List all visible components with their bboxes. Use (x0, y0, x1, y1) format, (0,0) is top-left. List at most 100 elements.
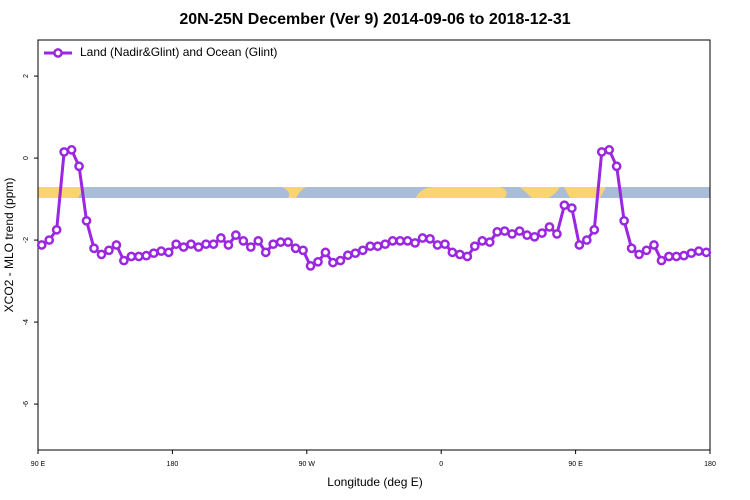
data-point (372, 241, 383, 252)
data-point (552, 229, 562, 239)
data-point (559, 200, 570, 211)
data-point (410, 238, 420, 248)
data-point (469, 241, 480, 252)
data-point (447, 247, 458, 258)
x-tick-label: 180 (704, 461, 716, 468)
data-point (611, 161, 622, 172)
y-axis-label: XCO2 - MLO trend (ppm) (2, 178, 16, 313)
data-point (320, 247, 331, 258)
data-point (537, 228, 547, 238)
data-point (686, 248, 697, 259)
data-point (208, 239, 219, 250)
y-tick-label: 0 (23, 156, 30, 160)
data-point (96, 249, 107, 260)
data-point (529, 231, 540, 242)
y-tick-label: -2 (23, 237, 30, 243)
x-axis-label: Longitude (deg E) (327, 475, 422, 489)
x-tick-label: 0 (439, 461, 443, 468)
data-point (186, 239, 196, 250)
data-point (619, 215, 629, 226)
data-point (171, 239, 181, 250)
data-point (365, 241, 376, 252)
data-point (193, 242, 204, 252)
data-point (626, 243, 637, 254)
data-point (148, 248, 159, 259)
data-point (223, 240, 234, 250)
data-point (589, 224, 600, 235)
data-point (141, 250, 152, 261)
data-point (335, 255, 346, 266)
data-point (313, 256, 323, 267)
data-point (178, 242, 189, 252)
data-point (693, 246, 704, 256)
data-point (357, 245, 368, 256)
data-point (656, 255, 667, 266)
data-point (238, 236, 249, 246)
data-point (89, 243, 99, 254)
data-point (701, 247, 712, 258)
data-point (649, 240, 659, 250)
data-point (522, 230, 532, 241)
data-point (679, 250, 689, 261)
data-point (283, 237, 293, 247)
data-point (260, 247, 271, 258)
data-point (402, 236, 413, 246)
data-point (462, 251, 473, 262)
x-tick-label: 90 E (568, 461, 583, 468)
data-point (119, 255, 129, 266)
data-point (133, 251, 144, 262)
data-point (156, 246, 167, 256)
data-point (425, 234, 435, 244)
data-point (126, 251, 137, 262)
data-point (66, 145, 77, 155)
data-point (395, 236, 405, 246)
data-point (275, 237, 286, 247)
chart-title: 20N-25N December (Ver 9) 2014-09-06 to 2… (179, 11, 570, 28)
data-point (671, 251, 682, 262)
data-point (477, 236, 488, 246)
data-point (44, 235, 55, 245)
data-point (328, 257, 338, 268)
data-point (51, 224, 62, 235)
data-point (581, 235, 592, 245)
data-point (350, 248, 361, 259)
x-tick-label: 180 (167, 461, 179, 468)
data-point (574, 240, 585, 250)
data-point (455, 249, 465, 260)
data-point (507, 229, 517, 239)
data-point (298, 245, 308, 256)
data-point (484, 237, 495, 247)
data-point (111, 240, 122, 250)
data-point (268, 239, 279, 250)
data-point (432, 240, 443, 250)
data-point (253, 236, 264, 246)
data-point (380, 239, 391, 250)
y-tick-label: 2 (23, 74, 30, 78)
data-point (596, 147, 607, 157)
data-point (567, 203, 577, 213)
data-point (440, 239, 450, 250)
data-point (343, 250, 353, 261)
legend-marker (53, 48, 63, 58)
data-point (544, 222, 555, 232)
data-point (492, 227, 503, 237)
data-point (216, 233, 226, 243)
y-tick-label: -4 (23, 319, 30, 325)
data-point (305, 261, 316, 271)
data-point (641, 245, 652, 256)
data-point (201, 239, 211, 250)
data-point (163, 247, 174, 258)
data-point (36, 240, 47, 250)
data-point (499, 226, 510, 236)
data-point (59, 147, 69, 157)
map-band (38, 186, 710, 198)
data-point (417, 233, 428, 243)
data-point (604, 145, 615, 155)
data-point (104, 245, 114, 256)
data-point (290, 243, 301, 254)
data-point (664, 251, 674, 262)
data-point (74, 161, 84, 172)
x-tick-label: 90 W (299, 461, 316, 468)
data-point (634, 249, 644, 260)
